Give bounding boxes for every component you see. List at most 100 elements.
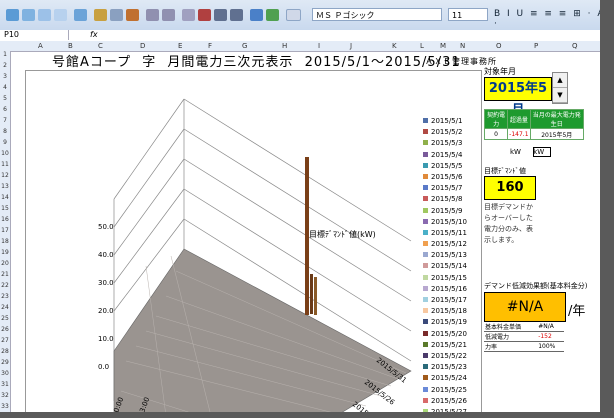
column-header[interactable]: P	[534, 42, 539, 50]
legend-item: 2015/5/6	[423, 172, 481, 183]
fx-label: fx	[90, 30, 98, 39]
legend-label: 2015/5/10	[431, 217, 467, 226]
row-header[interactable]: 25	[1, 315, 9, 322]
format-buttons[interactable]: B I U ≡ ≡ ≡ ⊞ · A ·	[494, 9, 606, 29]
row-header[interactable]: 5	[3, 95, 7, 102]
row-header[interactable]: 21	[1, 271, 9, 278]
column-header[interactable]: E	[178, 42, 183, 50]
row-header[interactable]: 26	[1, 326, 9, 333]
column-header[interactable]: C	[98, 42, 103, 50]
redo-icon[interactable]	[162, 9, 175, 21]
paste-icon[interactable]	[126, 9, 139, 21]
cut-icon[interactable]	[94, 9, 107, 21]
3d-chart[interactable]: 目標ﾃﾞﾏﾝﾄﾞ値(kW) 50.0 40.0 30.0 20.0 10.0 0…	[25, 70, 482, 418]
spell-icon[interactable]	[74, 9, 87, 21]
column-header[interactable]: L	[420, 42, 424, 50]
sort-asc-icon[interactable]	[214, 9, 227, 21]
row-header[interactable]: 18	[1, 238, 9, 245]
spin-up-button[interactable]: ▲	[553, 73, 567, 88]
open-icon[interactable]	[22, 9, 35, 21]
row-header[interactable]: 29	[1, 359, 9, 366]
legend-label: 2015/5/1	[431, 117, 463, 125]
font-name-select[interactable]: ＭＳ Ｐゴシック	[312, 8, 442, 21]
print-icon[interactable]	[38, 9, 51, 21]
calc-label: 低減電力	[484, 331, 538, 342]
legend-label: 2015/5/18	[431, 307, 467, 316]
column-header[interactable]: G	[242, 42, 248, 50]
legend-label: 2015/5/13	[431, 251, 467, 260]
legend-swatch	[423, 173, 428, 179]
legend-item: 2015/5/5	[423, 161, 481, 172]
row-header[interactable]: 22	[1, 282, 9, 289]
column-header[interactable]: F	[208, 42, 213, 50]
column-header[interactable]: B	[68, 42, 73, 50]
copy-icon[interactable]	[110, 9, 123, 21]
row-header[interactable]: 10	[1, 150, 9, 157]
row-header[interactable]: 32	[1, 392, 9, 399]
drawing-icon[interactable]	[266, 9, 279, 21]
legend-item: 2015/5/12	[423, 239, 481, 250]
row-header[interactable]: 19	[1, 249, 9, 256]
legend-swatch	[423, 352, 428, 358]
row-header[interactable]: 9	[3, 139, 7, 146]
row-header[interactable]: 17	[1, 227, 9, 234]
legend-label: 2015/5/24	[431, 374, 467, 383]
row-header[interactable]: 13	[1, 183, 9, 190]
sum-icon[interactable]	[198, 9, 211, 21]
row-header[interactable]: 16	[1, 216, 9, 223]
calc-label: 基本料金単価	[484, 322, 538, 332]
legend-label: 2015/5/4	[431, 150, 463, 159]
row-header[interactable]: 28	[1, 348, 9, 355]
row-header[interactable]: 12	[1, 172, 9, 179]
font-size-select[interactable]: 11	[448, 8, 488, 21]
row-header[interactable]: 4	[3, 84, 7, 91]
undo-icon[interactable]	[146, 9, 159, 21]
row-header[interactable]: 15	[1, 205, 9, 212]
sort-desc-icon[interactable]	[230, 9, 243, 21]
row-header[interactable]: 1	[3, 51, 7, 58]
column-header[interactable]: A	[38, 42, 43, 50]
period-spinner[interactable]: ▲ ▼	[552, 72, 568, 104]
row-header[interactable]: 11	[1, 161, 9, 168]
column-header[interactable]: D	[140, 42, 146, 50]
row-header[interactable]: 3	[3, 73, 7, 80]
kw-unit: kW	[510, 148, 521, 156]
preview-icon[interactable]	[54, 9, 67, 21]
legend-label: 2015/5/8	[431, 195, 463, 204]
save-icon[interactable]	[6, 9, 19, 21]
legend-item: 2015/5/2	[423, 127, 481, 138]
row-header[interactable]: 8	[3, 128, 7, 135]
row-header[interactable]: 23	[1, 293, 9, 300]
y-tick: 40.0	[98, 251, 114, 259]
row-header[interactable]: 14	[1, 194, 9, 201]
column-header[interactable]: I	[318, 42, 321, 50]
row-header[interactable]: 30	[1, 370, 9, 377]
period-value: 2015年5月	[484, 77, 552, 118]
row-header[interactable]: 7	[3, 117, 7, 124]
row-header[interactable]: 27	[1, 337, 9, 344]
zoom-select[interactable]	[286, 9, 301, 21]
base-fee-value: #N/A	[484, 292, 566, 322]
spin-down-button[interactable]: ▼	[553, 88, 567, 103]
row-header[interactable]: 24	[1, 304, 9, 311]
row-header[interactable]: 33	[1, 403, 9, 410]
calc-value: 100%	[537, 341, 564, 352]
row-header[interactable]: 31	[1, 381, 9, 388]
row-header[interactable]: 6	[3, 106, 7, 113]
column-header[interactable]: J	[350, 42, 353, 50]
column-header[interactable]: O	[496, 42, 502, 50]
column-header[interactable]: Q	[572, 42, 578, 50]
column-header[interactable]: K	[392, 42, 397, 50]
column-header[interactable]: M	[440, 42, 447, 50]
row-header[interactable]: 20	[1, 260, 9, 267]
name-box[interactable]: P10	[2, 30, 69, 40]
chart-wizard-icon[interactable]	[250, 9, 263, 21]
link-icon[interactable]	[182, 9, 195, 21]
legend-label: 2015/5/3	[431, 139, 463, 148]
legend-label: 2015/5/6	[431, 172, 463, 181]
grid-line	[113, 98, 185, 200]
row-header[interactable]: 2	[3, 62, 7, 69]
demand-value[interactable]: 160	[484, 176, 536, 200]
column-header[interactable]: H	[282, 42, 288, 50]
column-header[interactable]: N	[460, 42, 466, 50]
